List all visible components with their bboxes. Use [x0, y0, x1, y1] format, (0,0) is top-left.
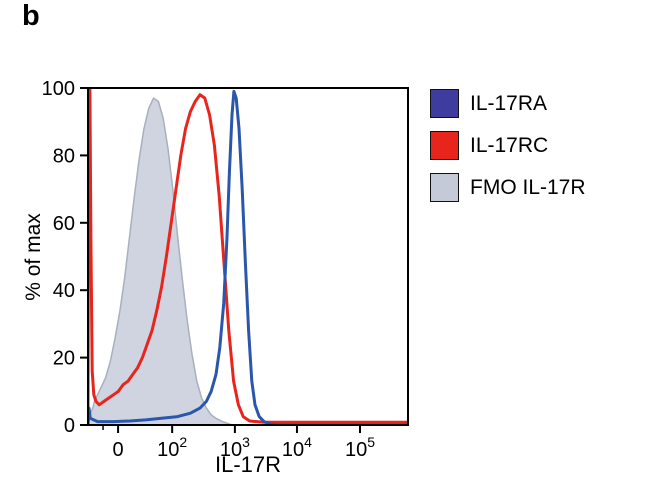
legend-label: FMO IL-17R [470, 175, 586, 199]
il-17rc-curve [88, 88, 408, 425]
y-tick-label: 100 [42, 78, 75, 100]
y-tick-label: 40 [53, 280, 75, 302]
y-tick-label: 60 [53, 213, 75, 235]
legend-label: IL-17RC [470, 133, 549, 157]
y-axis-title: % of max [22, 213, 45, 301]
plot-area [88, 88, 408, 425]
y-tick-label: 0 [64, 415, 75, 437]
plot-frame [87, 87, 409, 426]
legend-item-fmo-il-17r: FMO IL-17R [430, 173, 586, 202]
x-tick-label: 102 [157, 434, 187, 461]
legend-swatch [430, 173, 459, 202]
fmo-il-17r-fill [88, 98, 232, 425]
y-axis: 0 20 40 60 80 100 [42, 78, 88, 437]
x-tick-label: 0 [113, 439, 124, 461]
x-tick-label: 105 [345, 434, 375, 461]
x-tick-label: 104 [282, 434, 312, 461]
legend-item-il-17ra: IL-17RA [430, 89, 586, 118]
legend: IL-17RA IL-17RC FMO IL-17R [430, 89, 586, 215]
fmo-il-17r-curve [88, 97, 233, 425]
panel-label: b [22, 0, 40, 32]
il-17ra-curve [88, 89, 408, 425]
legend-swatch [430, 131, 459, 160]
y-tick-label: 20 [53, 348, 75, 370]
y-tick-label: 80 [53, 145, 75, 167]
x-axis-title: IL-17R [214, 452, 282, 477]
legend-swatch [430, 89, 459, 118]
legend-item-il-17rc: IL-17RC [430, 131, 586, 160]
legend-label: IL-17RA [470, 91, 548, 115]
